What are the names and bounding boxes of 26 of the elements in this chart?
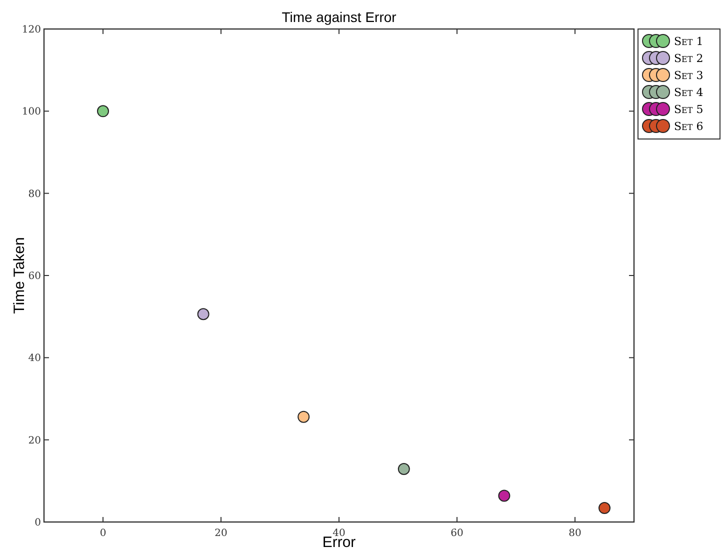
y-tick-label: 80	[28, 188, 41, 200]
y-tick-label: 60	[28, 271, 41, 282]
legend-label: Set 3	[674, 69, 704, 82]
x-tick-label: 40	[332, 528, 346, 539]
x-tick-label: 80	[568, 528, 582, 539]
y-tick-label: 120	[22, 24, 41, 36]
x-tick-label: 60	[450, 528, 464, 539]
y-tick-label: 0	[34, 518, 41, 528]
chart-title: Time against Error	[282, 9, 397, 25]
legend-label: Set 5	[674, 103, 704, 116]
legend-label: Set 1	[674, 35, 704, 48]
y-tick-label: 100	[22, 106, 41, 118]
point	[398, 463, 410, 475]
point	[197, 308, 210, 320]
y-axis-title: Time Taken	[11, 237, 28, 314]
x-tick-label: 0	[100, 528, 106, 539]
point	[498, 490, 510, 502]
point	[298, 410, 310, 423]
x-tick-label: 20	[214, 528, 228, 539]
point	[97, 105, 109, 118]
legend-label: Set 6	[674, 120, 704, 133]
y-tick-label: 40	[28, 353, 41, 364]
legend-label: Set 2	[674, 52, 704, 65]
legend-label: Set 4	[674, 86, 704, 99]
point	[598, 502, 610, 514]
y-tick-label: 20	[28, 435, 41, 446]
